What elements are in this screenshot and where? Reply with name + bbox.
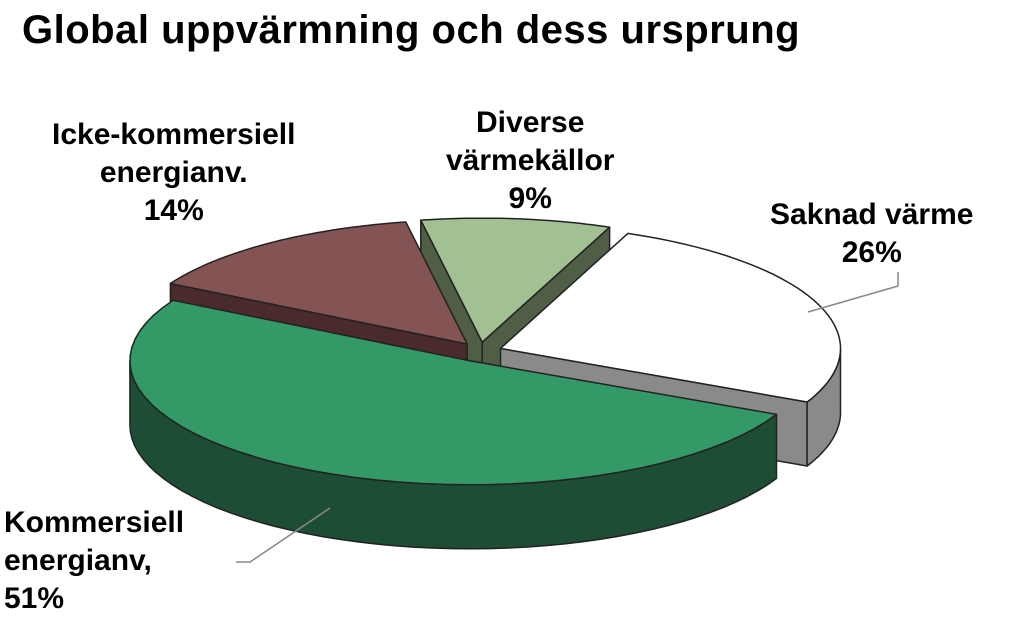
slice-top-face (420, 217, 611, 343)
slice-label-line: Kommersiell (4, 506, 185, 539)
slice-label-kommersiell: Kommersiell energianv, 51% (4, 504, 184, 618)
slice-label-icke-kommersiell: Icke-kommersiell energianv. 14% (52, 116, 295, 230)
slice-top-face (129, 299, 778, 486)
slice-label-diverse: Diverse värmekällor 9% (446, 104, 614, 218)
slice-top-face (169, 221, 468, 345)
slice-label-line: värmekällor (446, 144, 615, 177)
slice-percent-label: 26% (841, 236, 902, 269)
slice-label-line: energianv. (99, 156, 248, 189)
chart-title: Global uppvärmning och dess ursprung (22, 8, 801, 52)
slice-percent-label: 51% (4, 582, 65, 615)
slice-label-saknad-varme: Saknad värme 26% (770, 196, 973, 272)
slice-label-line: Saknad värme (770, 198, 974, 231)
leader-line-saknad-varme (807, 272, 899, 313)
slice-top-face (499, 232, 842, 403)
slice-label-line: Icke-kommersiell (52, 118, 296, 151)
leader-line-kommersiell (236, 507, 331, 563)
slice-label-line: energianv, (4, 544, 152, 577)
slice-percent-label: 14% (143, 194, 204, 227)
pie-slice-kommersiell (129, 299, 778, 550)
slice-percent-label: 9% (508, 182, 552, 215)
slice-label-line: Diverse (476, 106, 585, 139)
